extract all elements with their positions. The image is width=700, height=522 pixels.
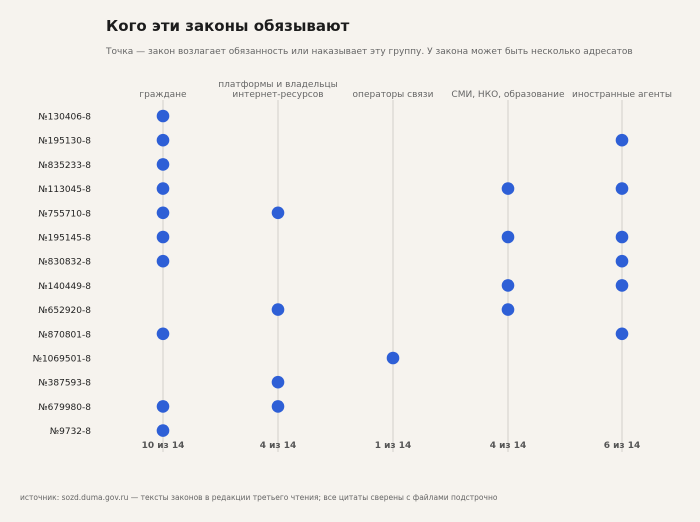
data-point — [615, 133, 629, 147]
data-point — [501, 230, 515, 244]
data-point — [156, 327, 170, 341]
row-label: №140449-8 — [38, 282, 91, 292]
data-point — [156, 158, 170, 171]
column-count: 4 из 14 — [490, 441, 527, 451]
data-point — [156, 182, 170, 195]
data-point — [501, 303, 515, 316]
data-point — [156, 230, 170, 244]
row-label: №195145-8 — [38, 234, 91, 244]
data-point — [156, 133, 170, 147]
column-label: СМИ, НКО, образование — [451, 90, 565, 100]
row-label: №1069501-8 — [33, 355, 92, 365]
data-point — [501, 182, 515, 195]
data-point — [156, 206, 170, 220]
data-point — [156, 254, 170, 268]
column-label: граждане — [139, 90, 187, 100]
data-point — [615, 254, 629, 268]
data-point — [271, 206, 285, 220]
chart-title: Кого эти законы обязывают — [106, 17, 350, 35]
column-count: 6 из 14 — [604, 441, 641, 451]
column-count: 4 из 14 — [260, 441, 297, 451]
row-label: №755710-8 — [38, 209, 91, 219]
row-label: №652920-8 — [38, 306, 91, 316]
column-label: интернет-ресурсов — [232, 90, 323, 100]
data-point — [501, 279, 515, 292]
row-label: №835233-8 — [38, 161, 91, 171]
row-label: №679980-8 — [38, 403, 91, 413]
data-point — [156, 109, 170, 123]
data-point — [271, 303, 285, 316]
data-point — [156, 400, 170, 413]
row-label: №195130-8 — [38, 137, 91, 147]
data-point — [615, 182, 629, 195]
data-point — [386, 351, 400, 365]
column-count: 1 из 14 — [375, 441, 412, 451]
data-point — [156, 424, 170, 437]
source-note: источник: sozd.duma.gov.ru — тексты зако… — [20, 493, 498, 502]
row-label: №387593-8 — [38, 379, 91, 389]
row-label: №870801-8 — [38, 330, 91, 340]
data-point — [271, 375, 285, 389]
data-point — [615, 327, 629, 341]
column-count: 10 из 14 — [142, 441, 185, 451]
column-label: платформы и владельцы — [218, 80, 337, 90]
data-point — [615, 230, 629, 244]
data-point — [615, 279, 629, 292]
column-label: иностранные агенты — [572, 90, 672, 100]
row-label: №9732-8 — [50, 427, 92, 437]
chart-subtitle: Точка — закон возлагает обязанность или … — [106, 47, 633, 57]
data-point — [271, 400, 285, 413]
row-label: №113045-8 — [38, 185, 91, 195]
row-label: №130406-8 — [38, 113, 91, 123]
column-label: операторы связи — [353, 90, 434, 100]
row-label: №830832-8 — [38, 258, 91, 268]
